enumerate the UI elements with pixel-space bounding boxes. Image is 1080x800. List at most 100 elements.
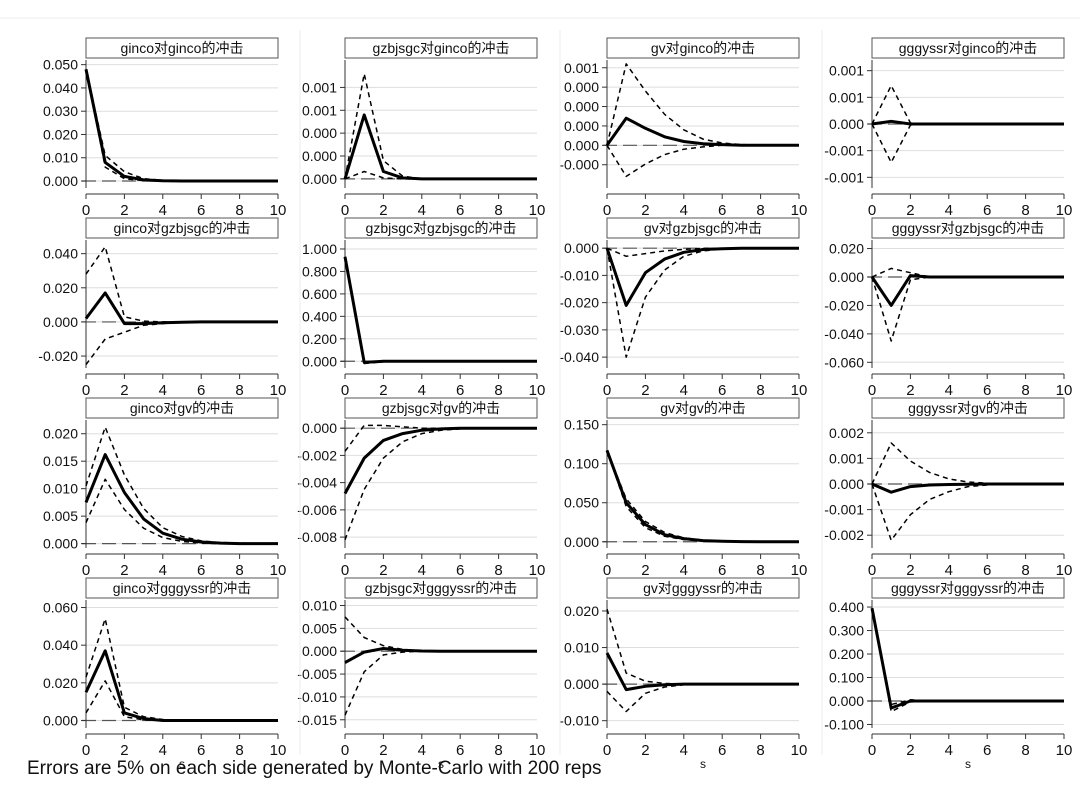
y-tick-label: -0.005 <box>297 666 337 682</box>
y-tick-label: 0.000 <box>43 314 78 330</box>
lower-error-band-line <box>344 170 537 180</box>
y-tick-label: -0.004 <box>297 475 337 491</box>
x-tick-label: 10 <box>529 562 546 579</box>
x-tick-label: 0 <box>82 202 90 219</box>
upper-error-band-line <box>85 618 278 722</box>
y-tick-label: -0.020 <box>824 297 864 313</box>
y-tick-label: 0.400 <box>302 308 337 324</box>
panel-title: gggyssr对ginco的冲击 <box>899 40 1038 56</box>
y-tick-label: 0.040 <box>43 637 78 653</box>
panel-title-box <box>606 37 800 59</box>
panel-title: gzbjsgc对gzbjsgc的冲击 <box>366 220 517 236</box>
irf-panel: gggyssr对gv的冲击 -0.002 -0.001 0.000 0.001 0.002… <box>824 397 1073 591</box>
x-tick-label: 2 <box>120 202 128 219</box>
panel-title: ginco对gv的冲击 <box>130 400 234 416</box>
x-tick-label: 2 <box>379 202 387 219</box>
lower-error-band-line <box>344 650 537 716</box>
y-tick-label: 0.005 <box>43 508 78 524</box>
x-tick-label: 8 <box>756 202 764 219</box>
y-tick-label: 1.000 <box>302 241 337 257</box>
upper-error-band-line <box>871 442 1064 485</box>
x-tick-label: 2 <box>120 382 128 399</box>
x-tick-label: 0 <box>603 202 611 219</box>
x-tick-label: 6 <box>718 202 726 219</box>
y-tick-label: 0.020 <box>43 426 78 442</box>
x-tick-label: 8 <box>235 562 243 579</box>
x-tick-label: 10 <box>1056 562 1073 579</box>
x-tick-label: 0 <box>868 202 876 219</box>
impulse-response-line <box>605 246 799 307</box>
x-tick-label: 2 <box>379 562 387 579</box>
y-tick-label: -0.010 <box>559 713 599 729</box>
y-tick-label: 0.000 <box>302 643 337 659</box>
panel-title-box <box>85 577 279 599</box>
impulse-response-line <box>870 607 1064 710</box>
y-tick-label: 0.001 <box>564 60 599 76</box>
x-axis-label: s <box>438 757 444 771</box>
lower-error-band-line <box>85 680 278 722</box>
panel-title-box <box>344 577 538 599</box>
x-tick-label: 6 <box>197 742 205 759</box>
lower-error-band-line <box>871 608 1064 713</box>
lower-error-band-line <box>85 69 278 182</box>
x-tick-label: 6 <box>456 382 464 399</box>
y-tick-label: -0.006 <box>297 502 337 518</box>
y-tick-label: 0.010 <box>43 481 78 497</box>
irf-panel: ginco对ginco的冲击 0.000 0.010 0.020 0.030 0.040 0… <box>43 37 286 231</box>
x-tick-label: 2 <box>379 742 387 759</box>
x-tick-label: 4 <box>945 382 953 399</box>
y-tick-label: 0.000 <box>564 79 599 95</box>
y-tick-label: -0.060 <box>824 354 864 370</box>
y-tick-label: 0.000 <box>829 693 864 709</box>
y-tick-label: 0.000 <box>564 118 599 134</box>
panel-title-box <box>85 37 279 59</box>
y-tick-label: 0.000 <box>564 137 599 153</box>
x-tick-label: 8 <box>756 742 764 759</box>
panel-title: gggyssr对gzbjsgc的冲击 <box>892 220 1045 236</box>
x-tick-label: 0 <box>341 202 349 219</box>
x-tick-label: 10 <box>791 382 808 399</box>
lower-error-band-line <box>85 321 278 366</box>
impulse-response-line <box>605 116 799 147</box>
x-tick-label: 8 <box>494 742 502 759</box>
y-tick-label: 0.020 <box>43 675 78 691</box>
x-tick-label: 0 <box>603 742 611 759</box>
y-tick-label: 0.001 <box>829 63 864 79</box>
panel-title: gggyssr对gv的冲击 <box>908 400 1028 416</box>
y-tick-label: 0.010 <box>564 640 599 656</box>
panel-title: ginco对gggyssr的冲击 <box>113 580 252 596</box>
y-tick-label: 0.800 <box>302 263 337 279</box>
x-tick-label: 4 <box>945 202 953 219</box>
panel-title-box <box>606 577 800 599</box>
x-tick-label: 6 <box>983 742 991 759</box>
panel-title: gv对gv的冲击 <box>660 400 746 416</box>
x-tick-label: 2 <box>641 202 649 219</box>
y-tick-label: 0.000 <box>564 240 599 256</box>
x-tick-label: 10 <box>1056 742 1073 759</box>
impulse-response-line <box>84 453 278 546</box>
y-tick-label: 0.010 <box>302 597 337 613</box>
x-tick-label: 10 <box>270 742 287 759</box>
irf-panel: gzbjsgc对gzbjsgc的冲击 0.000 0.200 0.400 0.600 0.… <box>302 217 545 411</box>
irf-panel: gggyssr对gggyssr的冲击 -0.100 0.000 0.100 0.200 0… <box>824 577 1073 771</box>
lower-error-band-line <box>871 483 1064 542</box>
x-tick-label: 0 <box>82 562 90 579</box>
x-tick-label: 8 <box>1021 562 1029 579</box>
irf-panel: gggyssr对gzbjsgc的冲击 -0.060 -0.040 -0.020 0.00… <box>824 217 1072 411</box>
x-tick-label: 2 <box>906 742 914 759</box>
impulse-response-line <box>343 256 537 364</box>
x-tick-label: 8 <box>494 562 502 579</box>
panel-title-box <box>871 397 1065 419</box>
panel-title: gzbjsgc对ginco的冲击 <box>373 40 510 56</box>
x-tick-label: 4 <box>945 742 953 759</box>
panel-title-box <box>871 37 1065 59</box>
impulse-response-line <box>84 649 278 722</box>
y-tick-label: 0.600 <box>302 286 337 302</box>
y-tick-label: 0.000 <box>302 353 337 369</box>
x-tick-label: 6 <box>197 562 205 579</box>
panel-title: gzbjsgc对gggyssr的冲击 <box>365 580 518 596</box>
y-tick-label: 0.060 <box>43 600 78 616</box>
x-axis-label: s <box>179 757 185 771</box>
x-tick-label: 8 <box>756 382 764 399</box>
